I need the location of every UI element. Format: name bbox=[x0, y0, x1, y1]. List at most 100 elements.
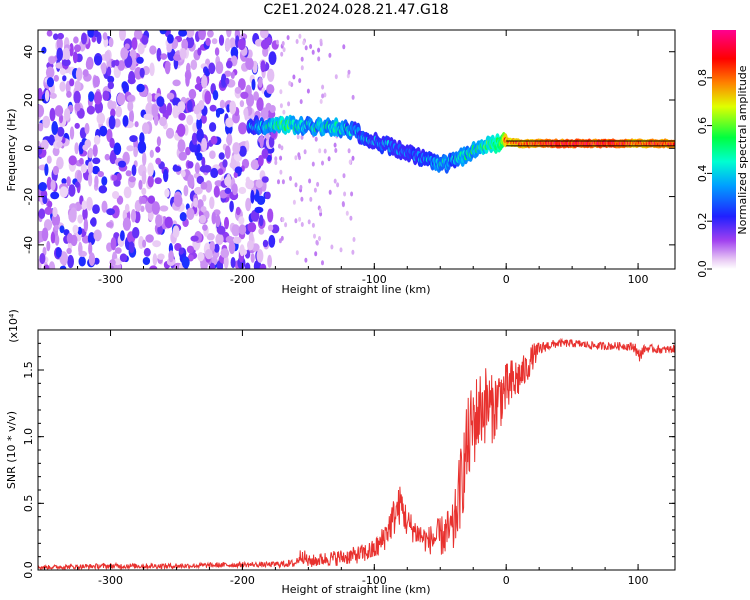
noise-blob bbox=[351, 94, 355, 100]
noise-blob bbox=[321, 93, 325, 99]
noise-blob bbox=[44, 163, 49, 176]
noise-blob bbox=[122, 82, 129, 94]
noise-blob bbox=[261, 148, 269, 159]
noise-blob bbox=[193, 105, 201, 115]
noise-blob bbox=[83, 218, 89, 233]
noise-blob bbox=[280, 51, 284, 57]
noise-blob bbox=[302, 40, 306, 46]
noise-blob bbox=[294, 155, 298, 161]
noise-blob bbox=[187, 174, 195, 189]
noise-blob bbox=[142, 257, 151, 265]
noise-blob bbox=[156, 96, 165, 107]
noise-blob bbox=[177, 101, 186, 113]
noise-blob bbox=[49, 107, 56, 122]
noise-blob bbox=[166, 43, 173, 53]
noise-blob bbox=[104, 153, 111, 161]
noise-blob bbox=[334, 74, 338, 80]
noise-blob bbox=[134, 121, 139, 128]
noise-blob bbox=[237, 38, 246, 50]
noise-blob bbox=[212, 90, 219, 101]
noise-blob bbox=[224, 37, 231, 52]
noise-blob bbox=[238, 186, 247, 195]
noise-blob bbox=[172, 165, 182, 172]
noise-blob bbox=[280, 145, 284, 151]
noise-blob bbox=[74, 122, 80, 129]
noise-blob bbox=[247, 49, 253, 59]
noise-blob bbox=[223, 254, 229, 269]
noise-blob bbox=[277, 179, 280, 185]
noise-blob bbox=[93, 91, 102, 105]
noise-blob bbox=[319, 208, 323, 213]
noise-blob bbox=[352, 237, 356, 242]
noise-blob bbox=[88, 147, 93, 159]
noise-blob bbox=[112, 191, 120, 199]
noise-blob bbox=[133, 146, 139, 158]
noise-blob bbox=[300, 222, 304, 227]
noise-blob bbox=[92, 165, 100, 175]
noise-blob bbox=[111, 205, 120, 219]
noise-blob bbox=[50, 179, 56, 191]
noise-blob bbox=[226, 60, 233, 69]
noise-blob bbox=[119, 253, 128, 262]
noise-blob bbox=[141, 170, 147, 185]
noise-blob bbox=[49, 92, 57, 99]
noise-blob bbox=[117, 60, 125, 71]
noise-blob bbox=[77, 170, 82, 184]
noise-blob bbox=[152, 240, 162, 248]
spectrogram-x-axis-label: Height of straight line (km) bbox=[281, 283, 430, 296]
noise-blob bbox=[164, 188, 170, 198]
noise-blob bbox=[63, 108, 71, 121]
noise-blob bbox=[253, 91, 259, 101]
noise-blob bbox=[178, 151, 187, 161]
noise-blob bbox=[191, 132, 198, 145]
noise-blob bbox=[304, 45, 308, 51]
noise-blob bbox=[319, 41, 323, 47]
noise-blob bbox=[86, 105, 95, 115]
noise-blob bbox=[284, 222, 288, 228]
signal-point bbox=[672, 142, 675, 147]
noise-blob bbox=[255, 39, 263, 47]
noise-blob bbox=[333, 142, 337, 148]
noise-blob bbox=[142, 239, 147, 248]
noise-blob bbox=[88, 91, 95, 102]
noise-blob bbox=[204, 90, 212, 105]
noise-blob bbox=[250, 253, 255, 263]
noise-blob bbox=[109, 152, 117, 165]
noise-blob bbox=[194, 162, 200, 174]
noise-blob bbox=[101, 176, 108, 186]
noise-blob bbox=[215, 233, 224, 245]
noise-blob bbox=[234, 86, 242, 94]
noise-blob bbox=[341, 201, 345, 207]
noise-blob bbox=[48, 56, 56, 65]
noise-blob bbox=[244, 107, 249, 121]
noise-blob bbox=[38, 104, 45, 118]
noise-blob bbox=[210, 135, 218, 145]
noise-blob bbox=[138, 179, 143, 190]
noise-blob bbox=[251, 78, 256, 91]
noise-blob bbox=[281, 217, 285, 223]
y-tick-label: 0 bbox=[22, 145, 35, 152]
noise-blob bbox=[154, 177, 162, 185]
colorbar-label: Normalized spectral amplitude bbox=[736, 65, 749, 234]
noise-blob bbox=[220, 248, 230, 259]
noise-blob bbox=[209, 150, 216, 159]
noise-blob bbox=[102, 32, 108, 41]
noise-blob bbox=[137, 42, 145, 55]
noise-blob bbox=[327, 156, 331, 162]
noise-blob bbox=[239, 100, 245, 108]
noise-blob bbox=[294, 218, 298, 224]
noise-blob bbox=[59, 68, 66, 76]
noise-blob bbox=[145, 234, 154, 243]
noise-blob bbox=[349, 215, 353, 221]
x-tick-label: 100 bbox=[628, 273, 649, 286]
snr-x-axis-label: Height of straight line (km) bbox=[281, 583, 430, 596]
noise-blob bbox=[123, 186, 132, 199]
x-tick-label: -300 bbox=[98, 273, 123, 286]
noise-blob bbox=[336, 182, 340, 188]
noise-blob bbox=[215, 110, 221, 118]
noise-blob bbox=[279, 103, 283, 109]
noise-blob bbox=[116, 195, 124, 205]
spectrogram-plot-area bbox=[38, 30, 675, 269]
noise-blob bbox=[57, 32, 64, 40]
noise-blob bbox=[167, 34, 174, 44]
